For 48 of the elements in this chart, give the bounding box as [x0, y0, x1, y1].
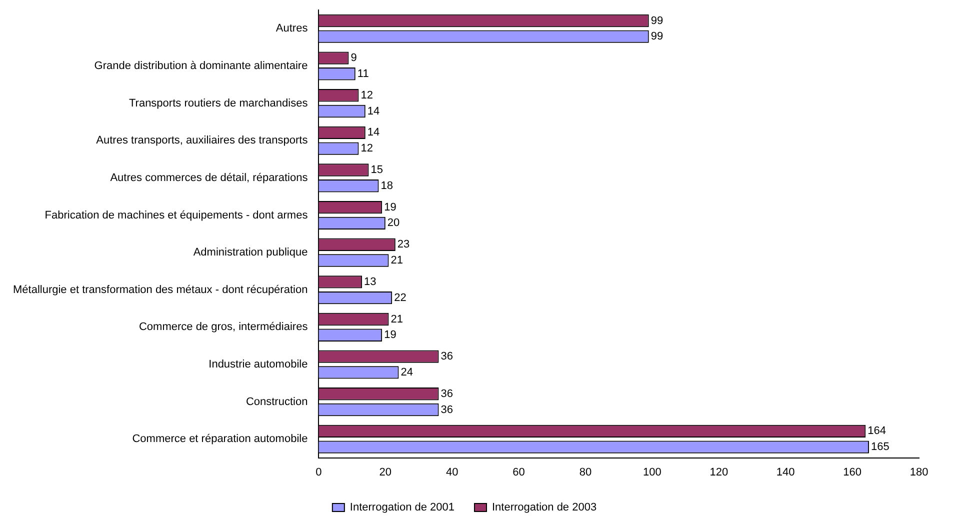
data-label: 9 — [350, 52, 357, 64]
y-tick-label: Autres commerces de détail, réparations — [110, 172, 308, 184]
data-label: 11 — [357, 68, 369, 80]
y-tick-label: Administration publique — [193, 246, 308, 259]
data-label: 20 — [387, 217, 400, 230]
data-label: 12 — [360, 89, 373, 102]
data-label: 12 — [360, 142, 373, 155]
y-tick-label: Autres — [276, 22, 308, 35]
data-label: 164 — [868, 425, 886, 438]
data-label: 19 — [384, 201, 396, 214]
y-tick-label: Commerce et réparation automobile — [132, 433, 308, 446]
x-tick-label: 40 — [446, 466, 458, 478]
legend-label: Interrogation de 2001 — [350, 502, 455, 514]
data-label: 14 — [367, 105, 380, 118]
data-label: 14 — [367, 126, 380, 139]
legend-label: Interrogation de 2003 — [492, 502, 597, 514]
x-tick-label: 140 — [776, 466, 795, 478]
x-tick-label: 180 — [910, 466, 928, 478]
x-tick-label: 20 — [379, 466, 392, 478]
y-tick-label: Grande distribution à dominante alimentaire — [94, 60, 308, 72]
y-tick-label: Autres transports, auxiliaires des transports — [96, 134, 308, 147]
x-tick-label: 60 — [512, 466, 525, 478]
data-label: 19 — [384, 329, 396, 342]
y-tick-label: Construction — [246, 396, 308, 408]
data-label: 36 — [440, 350, 454, 363]
data-label: 23 — [397, 238, 410, 251]
data-label: 36 — [440, 388, 454, 400]
data-label: 22 — [394, 292, 406, 304]
data-label: 18 — [380, 180, 393, 192]
data-label: 21 — [390, 254, 403, 267]
data-label: 99 — [650, 14, 664, 27]
x-tick-label: 0 — [316, 466, 322, 478]
data-label: 99 — [650, 30, 664, 43]
y-tick-label: Industrie automobile — [208, 358, 308, 371]
y-tick-label: Fabrication de machines et équipements - dont armes — [44, 209, 308, 222]
x-tick-label: 160 — [843, 466, 862, 478]
data-label: 21 — [390, 313, 403, 326]
y-tick-label: Transports routiers de marchandises — [128, 97, 308, 110]
x-tick-label: 100 — [643, 466, 662, 478]
y-tick-label: Métallurgie et transformation des métaux - dont récupération — [12, 284, 308, 296]
data-label: 15 — [370, 164, 383, 176]
y-tick-label: Commerce de gros, intermédiaires — [138, 321, 308, 334]
data-label: 13 — [364, 276, 376, 288]
data-label: 165 — [870, 441, 890, 454]
x-tick-label: 80 — [579, 466, 592, 478]
data-label: 24 — [400, 366, 413, 378]
x-tick-label: 120 — [710, 466, 728, 478]
data-label: 36 — [440, 404, 454, 416]
